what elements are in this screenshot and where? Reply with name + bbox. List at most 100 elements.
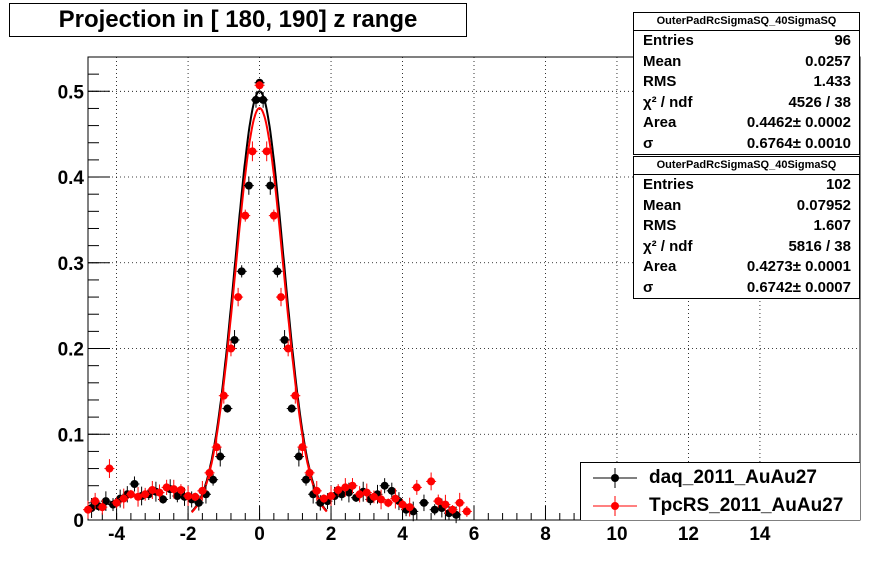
stats-row: Mean 0.07952	[634, 196, 859, 217]
data-point	[430, 505, 439, 514]
stats-value: 0.07952	[796, 196, 851, 214]
data-point	[298, 443, 307, 452]
data-point	[291, 391, 300, 400]
data-point	[312, 486, 321, 495]
data-point	[244, 181, 253, 190]
data-point	[369, 492, 378, 501]
data-point	[205, 468, 214, 477]
stats-box-tpcrs: OuterPadRcSigmaSQ_40SigmaSQ Entries 102 M…	[633, 156, 860, 299]
x-tick-label: 8	[540, 524, 551, 545]
data-point	[441, 500, 450, 509]
data-point	[141, 490, 150, 499]
data-point	[226, 344, 235, 353]
data-point	[248, 147, 257, 156]
stats-value: 0.4273± 0.0001	[746, 258, 851, 275]
data-point	[101, 497, 110, 506]
data-point	[391, 494, 400, 503]
data-point	[377, 495, 386, 504]
stats-box-title: OuterPadRcSigmaSQ_40SigmaSQ	[634, 13, 859, 31]
data-point	[105, 464, 114, 473]
stats-row: Area 0.4462± 0.0002	[634, 113, 859, 134]
data-point	[173, 491, 182, 500]
stats-key: Area	[643, 258, 677, 275]
legend-marker-red-icon	[593, 496, 637, 516]
stats-key: χ² / ndf	[643, 237, 693, 255]
stats-value: 0.6764± 0.0010	[746, 134, 851, 152]
stats-key: χ² / ndf	[643, 93, 693, 111]
data-point	[384, 498, 393, 507]
data-point	[241, 211, 250, 220]
data-point	[405, 503, 414, 512]
data-point	[251, 95, 260, 104]
x-tick-label: 10	[606, 524, 627, 545]
data-point	[398, 500, 407, 509]
data-point	[455, 498, 464, 507]
data-points	[83, 78, 472, 524]
stats-row: χ² / ndf 4526 / 38	[634, 93, 859, 114]
data-point	[194, 498, 203, 507]
x-tick-label: 4	[397, 524, 408, 545]
legend-entry-daq: daq_2011_AuAu27	[591, 466, 856, 490]
data-point	[341, 483, 350, 492]
data-point	[262, 147, 271, 156]
data-point	[362, 488, 371, 497]
stats-value: 102	[825, 176, 851, 193]
stats-row: Mean 0.0257	[634, 52, 859, 73]
data-point	[327, 491, 336, 500]
legend-label: daq_2011_AuAu27	[649, 467, 817, 488]
data-point	[348, 481, 357, 490]
stats-box-title: OuterPadRcSigmaSQ_40SigmaSQ	[634, 157, 859, 175]
x-tick-label: 6	[469, 524, 480, 545]
data-point	[380, 481, 389, 490]
data-point	[126, 490, 135, 499]
stats-row: Entries 102	[634, 175, 859, 196]
fit-curves	[190, 90, 328, 513]
fit-curve	[190, 90, 328, 513]
x-tick-label: -2	[180, 524, 197, 545]
data-point	[169, 485, 178, 494]
data-point	[284, 344, 293, 353]
x-tick-label: 0	[254, 524, 265, 545]
data-point	[462, 507, 471, 516]
data-point	[319, 494, 328, 503]
data-point	[427, 477, 436, 486]
data-point	[419, 498, 428, 507]
stats-row: RMS 1.607	[634, 216, 859, 237]
stats-value: 0.0257	[805, 52, 851, 70]
data-point	[287, 404, 296, 413]
data-point	[119, 494, 128, 503]
stats-row: Entries 96	[634, 31, 859, 52]
data-point	[191, 492, 200, 501]
data-point	[216, 452, 225, 461]
data-point	[412, 483, 421, 492]
stats-key: σ	[643, 278, 654, 296]
data-point	[198, 486, 207, 495]
legend-marker-black-icon	[593, 468, 637, 488]
data-point	[148, 485, 157, 494]
stats-key: Entries	[643, 32, 694, 49]
stats-key: σ	[643, 134, 654, 152]
data-point	[184, 491, 193, 500]
y-tick-label: 0.3	[58, 254, 84, 275]
stats-value: 96	[834, 32, 851, 49]
data-point	[130, 479, 139, 488]
data-point	[273, 267, 282, 276]
x-tick-label: 12	[678, 524, 699, 545]
data-point	[209, 475, 218, 484]
stats-key: RMS	[643, 217, 677, 234]
data-point	[255, 81, 264, 90]
data-point	[259, 95, 268, 104]
stats-key: Area	[643, 114, 677, 131]
stats-value: 0.6742± 0.0007	[746, 278, 851, 296]
data-point	[159, 495, 168, 504]
x-tick-label: -4	[108, 524, 125, 545]
data-point	[230, 335, 239, 344]
data-point	[98, 503, 107, 512]
y-tick-label: 0.4	[58, 168, 85, 189]
data-point	[355, 490, 364, 499]
data-point	[176, 485, 185, 494]
data-point	[219, 391, 228, 400]
chart-title: Projection in [ 180, 190] z range	[9, 3, 467, 37]
legend-label: TpcRS_2011_AuAu27	[649, 495, 844, 516]
